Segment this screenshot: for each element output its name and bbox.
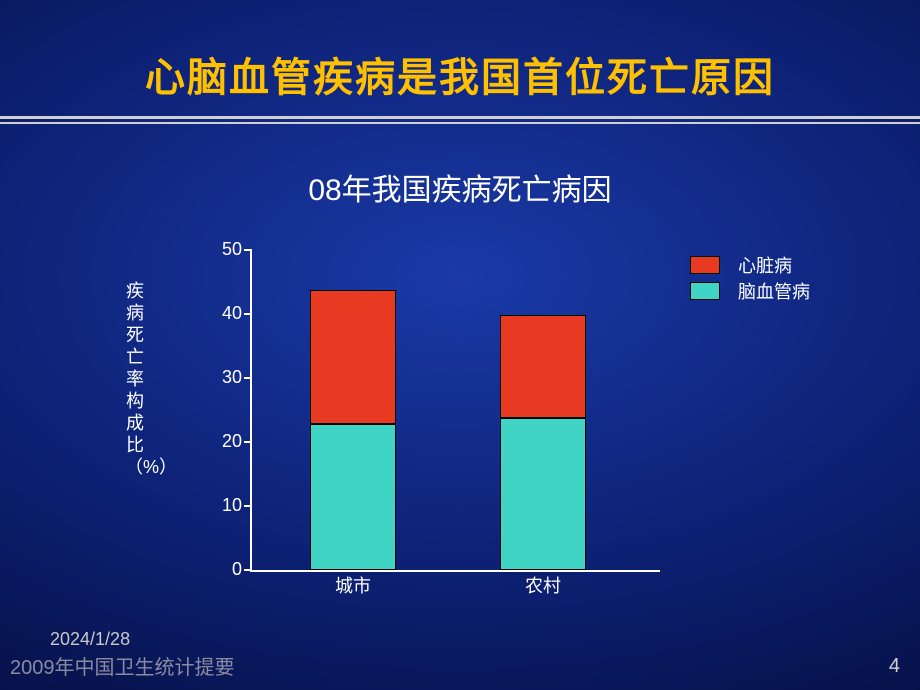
slide: 心脑血管疾病是我国首位死亡原因 08年我国疾病死亡病因 疾病死亡率构成比（%） … (0, 0, 920, 690)
bar-segment (500, 418, 586, 570)
y-tick-label: 10 (202, 495, 242, 516)
y-tick-mark (244, 505, 252, 507)
footer-source: 2009年中国卫生统计提要 (10, 651, 235, 680)
legend-swatch (690, 282, 720, 300)
y-tick-label: 0 (202, 559, 242, 580)
legend-label: 脑血管病 (738, 278, 810, 304)
y-axis-label: 疾病死亡率构成比（%） (125, 280, 145, 478)
legend: 心脏病脑血管病 (690, 252, 860, 304)
y-tick-mark (244, 569, 252, 571)
y-tick-label: 50 (202, 239, 242, 260)
bar-segment (500, 315, 586, 417)
legend-swatch (690, 256, 720, 274)
legend-label: 心脏病 (738, 252, 792, 278)
y-tick-label: 40 (202, 303, 242, 324)
y-tick-label: 20 (202, 431, 242, 452)
divider (0, 116, 920, 126)
bar-segment (310, 424, 396, 570)
category-label: 城市 (310, 572, 396, 598)
y-tick-mark (244, 313, 252, 315)
y-tick-label: 30 (202, 367, 242, 388)
y-tick-mark (244, 441, 252, 443)
bar-group: 农村 (500, 315, 586, 570)
stacked-bar-chart: 疾病死亡率构成比（%） 01020304050 城市农村 心脏病脑血管病 (180, 240, 740, 600)
legend-item: 脑血管病 (690, 278, 860, 304)
y-tick-mark (244, 249, 252, 251)
footer-date: 2024/1/28 (50, 629, 130, 650)
y-axis (250, 250, 252, 570)
category-label: 农村 (500, 572, 586, 598)
bar-segment (310, 290, 396, 424)
y-tick-mark (244, 377, 252, 379)
page-number: 4 (889, 655, 900, 678)
chart-title: 08年我国疾病死亡病因 (0, 165, 920, 209)
slide-title: 心脑血管疾病是我国首位死亡原因 (0, 45, 920, 103)
legend-item: 心脏病 (690, 252, 860, 278)
bar-group: 城市 (310, 290, 396, 570)
